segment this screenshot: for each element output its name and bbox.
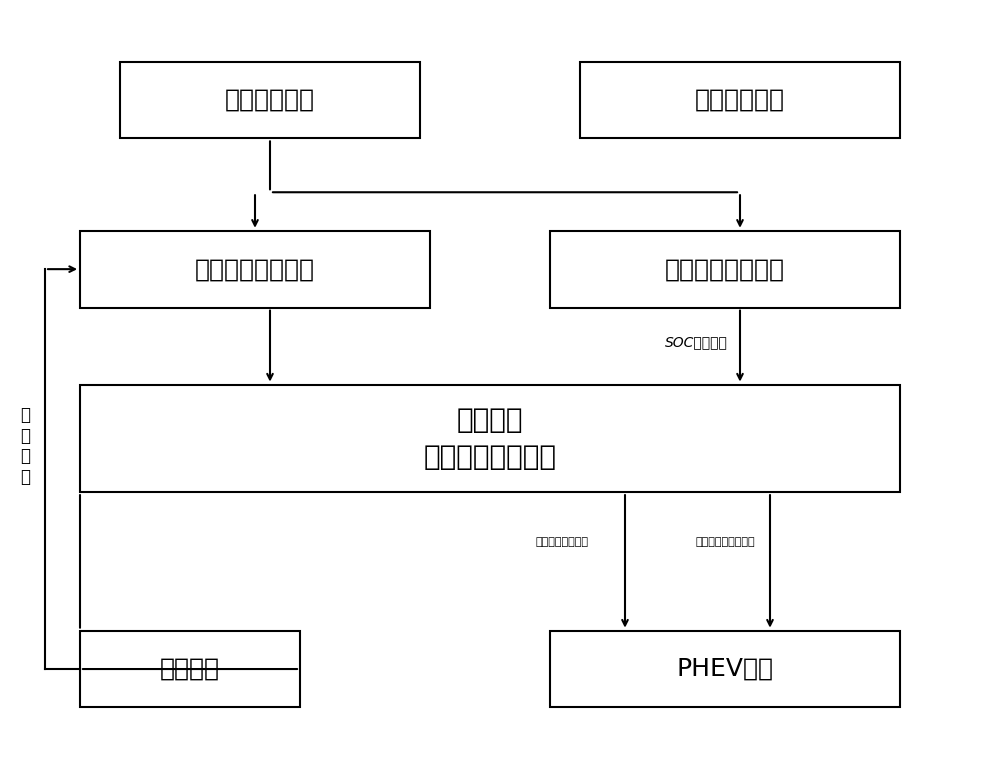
- Text: SOC参考轨迹: SOC参考轨迹: [665, 335, 728, 349]
- FancyBboxPatch shape: [550, 231, 900, 308]
- FancyBboxPatch shape: [80, 231, 430, 308]
- FancyBboxPatch shape: [580, 62, 900, 138]
- Text: 反
馈
校
正: 反 馈 校 正: [20, 406, 30, 486]
- FancyBboxPatch shape: [80, 384, 900, 492]
- Text: 发动机的输出转矩: 发动机的输出转矩: [535, 537, 588, 548]
- Text: 历史车速信息: 历史车速信息: [225, 88, 315, 112]
- Text: PHEV模型: PHEV模型: [677, 657, 774, 681]
- Text: 实时交通信息: 实时交通信息: [695, 88, 785, 112]
- Text: 实际车速: 实际车速: [160, 657, 220, 681]
- Text: 滚动优化
（模型预测控制）: 滚动优化 （模型预测控制）: [424, 406, 556, 471]
- Text: 动力电池的输出功率: 动力电池的输出功率: [695, 537, 755, 548]
- FancyBboxPatch shape: [120, 62, 420, 138]
- FancyBboxPatch shape: [550, 631, 900, 707]
- FancyBboxPatch shape: [80, 631, 300, 707]
- Text: 未来短期车速预测: 未来短期车速预测: [195, 257, 315, 281]
- Text: 长期行驶工况构建: 长期行驶工况构建: [665, 257, 785, 281]
